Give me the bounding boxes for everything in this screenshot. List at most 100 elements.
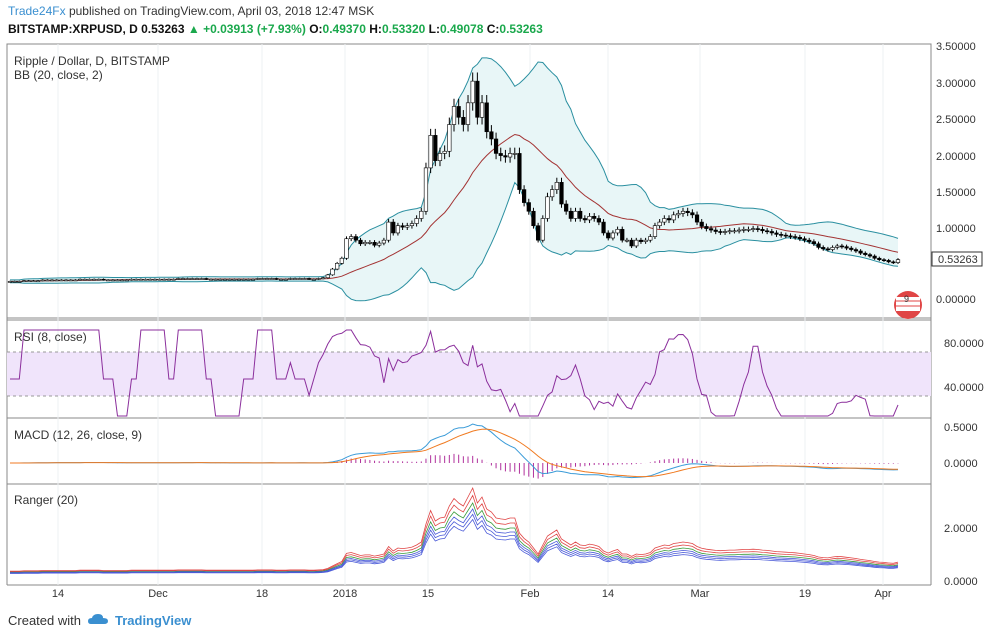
y-axis-label: 0.5000 (944, 422, 978, 434)
candle-body (470, 80, 475, 104)
low-value: 0.49078 (440, 22, 484, 36)
candle-body (746, 229, 751, 231)
symbol: BITSTAMP:XRPUSD, D (8, 22, 138, 36)
close-value: 0.53263 (499, 22, 543, 36)
flag-badge-icon[interactable]: 9 (894, 291, 922, 319)
macd-title: MACD (12, 26, close, 9) (14, 428, 143, 442)
candle-body (769, 231, 774, 234)
candle-body (405, 225, 410, 228)
candle-body (886, 260, 891, 263)
chart-header: Trade24Fx published on TradingView.com, … (8, 2, 543, 38)
candle-body (138, 278, 143, 281)
candle-body (162, 278, 167, 281)
candle-body (559, 182, 564, 205)
candle-body (386, 221, 391, 241)
candle-body (82, 278, 87, 281)
candle-body (451, 106, 457, 125)
candle-body (78, 278, 83, 281)
y-axis-label: 0.0000 (944, 576, 978, 588)
candle-body (522, 189, 527, 203)
rsi-band (7, 352, 931, 396)
candle-body (844, 246, 849, 249)
candle-body (288, 278, 293, 280)
candle-body (634, 239, 639, 247)
candle-body (596, 218, 601, 223)
tradingview-brand[interactable]: TradingView (114, 613, 192, 628)
open-value: 0.49370 (322, 22, 366, 36)
candle-body (536, 225, 541, 241)
candles (7, 72, 901, 283)
candle-body (568, 210, 573, 219)
candle-body (863, 252, 868, 255)
tradingview-cloud-icon[interactable] (87, 612, 109, 629)
bb-title: BB (20, close, 2) (14, 68, 103, 82)
candle-body (236, 278, 242, 281)
y-axis-label: 40.0000 (944, 382, 984, 394)
candle-body (587, 216, 592, 221)
candle-body (49, 279, 55, 282)
candle-body (722, 231, 728, 233)
candle-body (400, 225, 405, 228)
ranger-title: Ranger (20) (14, 493, 79, 507)
candle-body (21, 280, 27, 282)
candle-body (391, 221, 396, 234)
candle-body (185, 278, 190, 280)
candle-body (498, 153, 503, 156)
footer: Created with TradingView (8, 612, 191, 629)
candle-body (31, 280, 36, 282)
candle-body (447, 124, 452, 152)
close-label: C: (486, 22, 500, 36)
candle-body (325, 274, 330, 279)
candle-body (620, 229, 625, 241)
candle-body (779, 234, 784, 236)
candle-body (853, 249, 859, 252)
candle-body (708, 228, 714, 231)
candle-body (867, 254, 873, 257)
candle-body (264, 278, 270, 280)
candle-body (349, 236, 354, 240)
candle-body (129, 278, 134, 281)
candle-body (765, 230, 770, 233)
candle-body (59, 279, 64, 282)
candle-body (292, 278, 298, 280)
candle-body (657, 221, 662, 227)
y-axis-label: 80.0000 (944, 338, 984, 350)
ranger-lines (10, 486, 899, 574)
signal-line (10, 428, 898, 478)
candle-body (755, 228, 760, 230)
candle-body (578, 210, 583, 219)
candle-body (241, 278, 246, 281)
candle-body (793, 236, 798, 238)
candle-body (891, 261, 896, 264)
candle-body (87, 278, 92, 281)
candle-body (232, 278, 237, 281)
badge-count: 9 (904, 294, 909, 304)
candle-body (442, 150, 447, 154)
candle-body (339, 257, 344, 264)
candle-body (204, 278, 209, 280)
bb-lower-line (10, 181, 899, 302)
candle-body (751, 228, 756, 230)
last-price: 0.53263 (141, 22, 185, 36)
candle-body (260, 278, 265, 280)
candle-body (428, 135, 433, 169)
candle-body (68, 279, 73, 282)
candle-body (713, 229, 718, 232)
candle-body (573, 210, 578, 219)
candle-body (311, 278, 316, 281)
candle-body (269, 278, 274, 280)
publisher-link[interactable]: Trade24Fx (8, 4, 66, 18)
candle-body (143, 278, 148, 281)
candle-body (372, 242, 377, 246)
candle-body (63, 279, 69, 282)
candle-body (101, 278, 106, 281)
candle-body (45, 279, 50, 282)
ranger-line (10, 502, 899, 573)
candle-body (274, 278, 279, 280)
candle-body (839, 245, 845, 248)
candle-body (788, 235, 793, 238)
main-legend: Ripple / Dollar, D, BITSTAMP BB (20, clo… (14, 54, 170, 82)
candle-body (134, 278, 139, 281)
candle-body (479, 102, 485, 118)
